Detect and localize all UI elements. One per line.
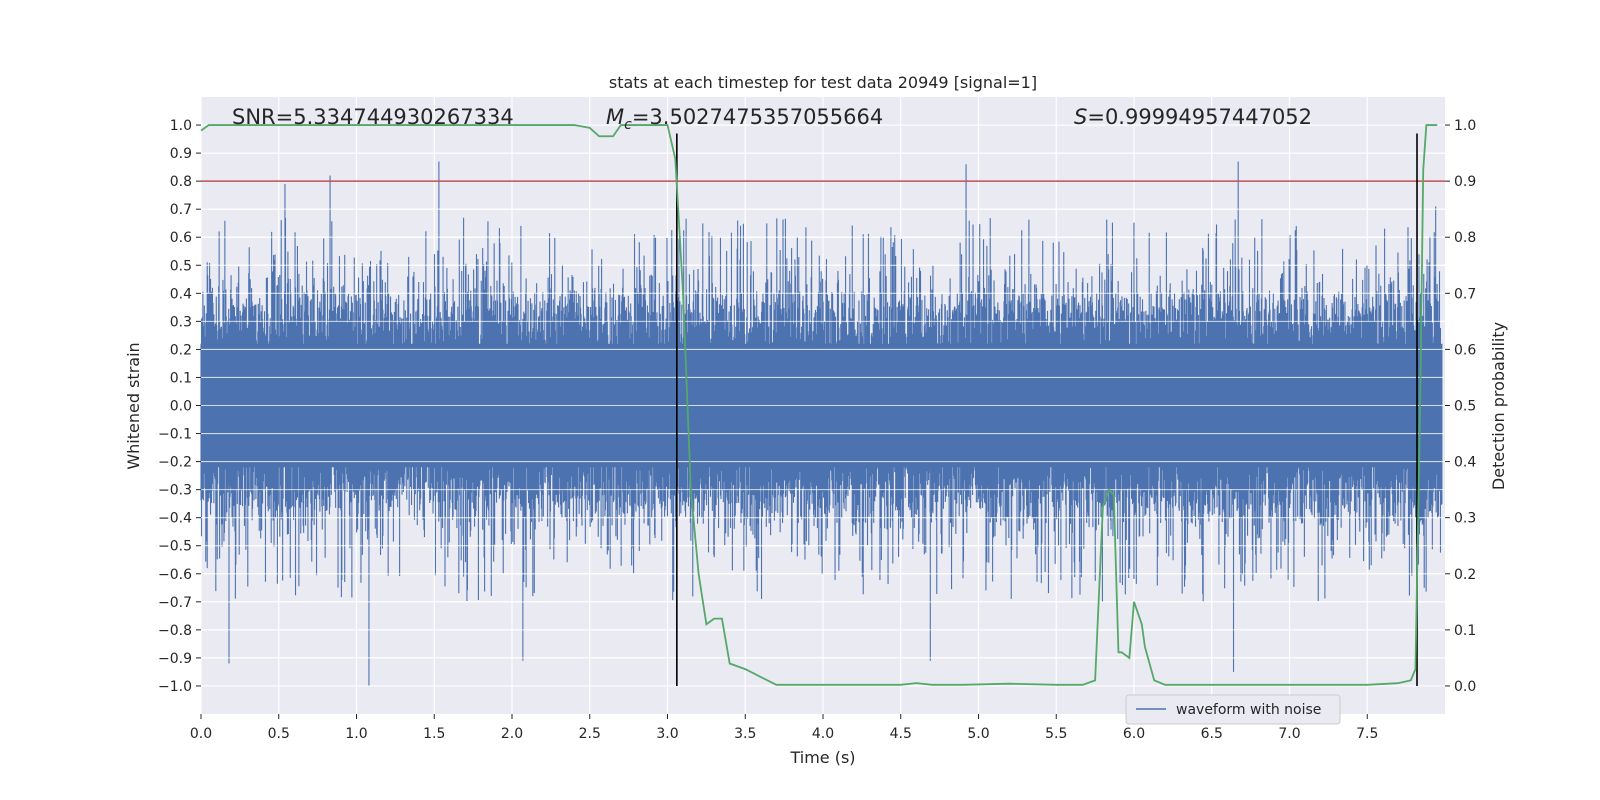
x-tick-label: 1.5 <box>423 726 445 742</box>
y-left-tick-label: −1.0 <box>158 679 192 695</box>
y-left-tick-label: 0.4 <box>170 286 192 302</box>
x-tick-label: 5.5 <box>1045 726 1067 742</box>
x-tick-label: 6.0 <box>1123 726 1145 742</box>
y-left-tick-label: −0.1 <box>158 427 192 443</box>
y-left-tick-label: −0.3 <box>158 483 192 499</box>
y-left-tick-label: −0.2 <box>158 455 192 471</box>
waveform-trace <box>200 161 1443 686</box>
x-tick-label: 7.5 <box>1356 726 1378 742</box>
detection-probability-layer <box>200 124 1445 686</box>
x-tick-label: 4.5 <box>890 726 912 742</box>
x-tick-label: 0.5 <box>268 726 290 742</box>
y-left-tick-label: 0.7 <box>170 202 192 218</box>
y-right-tick-label: 0.6 <box>1454 342 1476 358</box>
y-left-tick-label: 0.9 <box>170 146 192 162</box>
y-right-axis-ticks: 1.0 0.9 0.8 0.7 0.6 0.5 0.4 0.3 0.2 0.1 0.0 <box>1445 118 1476 695</box>
x-tick-label: 5.0 <box>967 726 989 742</box>
y-right-tick-label: 0.9 <box>1454 174 1476 190</box>
y-left-axis-label: Whitened strain <box>124 342 143 469</box>
y-right-tick-label: 1.0 <box>1454 118 1476 134</box>
legend: waveform with noise <box>1125 694 1341 725</box>
x-tick-label: 1.0 <box>345 726 367 742</box>
y-right-tick-label: 0.3 <box>1454 511 1476 527</box>
score-annotation: S=0.99994957447052 <box>1074 105 1312 129</box>
x-tick-label: 3.0 <box>656 726 678 742</box>
legend-box <box>1125 694 1341 725</box>
y-left-tick-label: −0.7 <box>158 595 192 611</box>
y-left-tick-label: −0.4 <box>158 511 192 527</box>
y-right-axis-label: Detection probability <box>1489 322 1508 490</box>
y-right-tick-label: 0.0 <box>1454 679 1476 695</box>
y-left-axis-ticks: 1.0 0.9 0.8 0.7 0.6 0.5 0.4 0.3 0.2 0.1 0.0 −0.1 −0.… <box>158 118 201 695</box>
x-tick-label: 6.5 <box>1201 726 1223 742</box>
y-left-tick-label: −0.5 <box>158 539 192 555</box>
y-left-tick-label: 1.0 <box>170 118 192 134</box>
y-left-tick-label: −0.8 <box>158 623 192 639</box>
y-right-tick-label: 0.2 <box>1454 567 1476 583</box>
y-right-tick-label: 0.5 <box>1454 399 1476 415</box>
snr-annotation: SNR=5.334744930267334 <box>232 105 514 129</box>
x-tick-label: 4.0 <box>812 726 834 742</box>
x-tick-label: 2.5 <box>579 726 601 742</box>
y-right-tick-label: 0.7 <box>1454 286 1476 302</box>
y-right-tick-label: 0.1 <box>1454 623 1476 639</box>
detection-probability-line <box>200 124 1438 686</box>
x-tick-label: 3.5 <box>734 726 756 742</box>
chirp-mass-annotation: Mc=3.5027475357055664 <box>606 105 883 133</box>
y-left-tick-label: −0.9 <box>158 651 192 667</box>
y-right-tick-label: 0.4 <box>1454 455 1476 471</box>
y-left-tick-label: −0.6 <box>158 567 192 583</box>
y-left-tick-label: 0.1 <box>170 370 192 386</box>
x-axis-ticks: 0.0 0.5 1.0 1.5 2.0 2.5 3.0 3.5 4.0 4.5 5.0 5.5 6.0 6… <box>190 714 1378 742</box>
y-left-tick-label: 0.0 <box>170 399 192 415</box>
x-tick-label: 2.0 <box>501 726 523 742</box>
y-left-tick-label: 0.8 <box>170 174 192 190</box>
x-tick-label: 0.0 <box>190 726 212 742</box>
waveform-series <box>200 124 1445 687</box>
y-left-tick-label: 0.3 <box>170 314 192 330</box>
x-tick-label: 7.0 <box>1278 726 1300 742</box>
chart-title: stats at each timestep for test data 209… <box>609 73 1037 92</box>
legend-label: waveform with noise <box>1176 702 1321 718</box>
x-axis-label: Time (s) <box>789 748 855 767</box>
y-left-tick-label: 0.6 <box>170 230 192 246</box>
y-left-tick-label: 0.5 <box>170 258 192 274</box>
y-left-tick-label: 0.2 <box>170 342 192 358</box>
y-right-tick-label: 0.8 <box>1454 230 1476 246</box>
